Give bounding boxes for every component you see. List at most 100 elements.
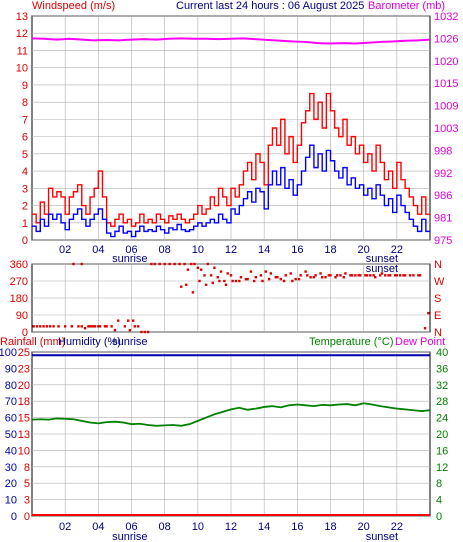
direction-point: [276, 276, 279, 279]
direction-point: [185, 283, 188, 286]
direction-point: [291, 279, 294, 283]
sunset-label: sunset: [366, 263, 398, 275]
direction-point: [261, 279, 264, 283]
direction-point: [80, 325, 83, 328]
temperature-tick-label: 12: [436, 462, 448, 474]
direction-point: [403, 274, 407, 277]
barometer-tick-label: 1026: [434, 33, 458, 45]
direction-point: [52, 325, 55, 328]
direction-point: [70, 325, 73, 328]
direction-point: [146, 330, 150, 334]
rainfall-tick-label: 5: [24, 478, 30, 490]
barometer-axis: 975 981 986 992 998 1003 1009 1015 1020 1026 1032: [434, 11, 458, 247]
direction-point: [163, 262, 166, 266]
direction-tick-label: 180: [10, 293, 28, 305]
direction-point: [211, 281, 214, 285]
sunset-label: sunset: [366, 253, 398, 265]
x-tick-label: 10: [192, 521, 204, 533]
direction-point: [327, 274, 331, 277]
barometer-tick-label: 1020: [434, 56, 458, 68]
direction-point: [342, 276, 345, 279]
direction-point: [324, 276, 327, 279]
temperature-tick-label: 0: [436, 511, 442, 523]
x-tick-label: 16: [291, 521, 303, 533]
direction-point: [264, 270, 268, 273]
barometer-tick-label: 1032: [434, 11, 458, 23]
direction-point: [173, 262, 176, 266]
direction-point: [249, 270, 253, 273]
temperature-line: [31, 402, 431, 427]
direction-point: [213, 266, 216, 269]
x-tick-label: 08: [159, 244, 171, 256]
x-tick-label: 20: [358, 521, 370, 533]
direction-point: [203, 274, 206, 277]
barometer-title: Barometer (mb): [368, 0, 445, 12]
direction-point: [198, 279, 201, 283]
humidity-tick-label: 0: [11, 511, 17, 523]
x-tick-label: 12: [225, 244, 237, 256]
direction-point: [63, 325, 67, 328]
windspeed-tick-label: 6: [22, 132, 28, 144]
dewpoint-title: Dew Point: [395, 336, 445, 348]
direction-point: [234, 279, 238, 283]
direction-point: [126, 319, 130, 322]
direction-point: [196, 266, 200, 269]
x-tick-label: 02: [59, 521, 71, 533]
direction-point: [408, 274, 412, 277]
windspeed-tick-label: 4: [22, 166, 28, 178]
direction-point: [105, 325, 108, 328]
average-wind-line: [32, 144, 430, 238]
direction-point: [42, 325, 45, 328]
direction-point: [110, 325, 113, 328]
direction-point: [254, 276, 258, 279]
direction-point: [364, 274, 367, 277]
humidity-tick-label: 40: [5, 445, 17, 457]
temperature-tick-label: 36: [436, 363, 448, 375]
direction-point: [224, 283, 228, 286]
windspeed-tick-label: 3: [22, 183, 28, 195]
direction-point: [244, 277, 248, 281]
x-tick-label: 18: [324, 521, 336, 533]
sunrise-label: sunrise: [112, 336, 147, 348]
direction-point: [359, 274, 362, 277]
rainfall-tick-label: 8: [24, 462, 30, 474]
direction-point: [335, 274, 339, 277]
windspeed-tick-label: 5: [22, 149, 28, 161]
barometer-tick-label: 981: [434, 213, 452, 225]
direction-point: [153, 262, 156, 266]
direction-point: [77, 325, 80, 328]
direction-point: [117, 319, 120, 322]
windspeed-tick-label: 11: [17, 45, 28, 57]
direction-point: [374, 276, 377, 279]
direction-point: [398, 274, 402, 277]
direction-point: [178, 262, 181, 266]
barometer-tick-label: 975: [434, 235, 452, 247]
compass-tick-label: N: [434, 259, 442, 271]
x-tick-label: 04: [92, 244, 104, 256]
direction-point: [294, 277, 297, 281]
windspeed-tick-label: 2: [22, 201, 28, 213]
rainfall-tick-label: 15: [18, 413, 30, 425]
humidity-tick-label: 30: [5, 462, 17, 474]
direction-point: [365, 274, 369, 277]
temperature-tick-label: 28: [436, 396, 448, 408]
x-tick-label: 22: [391, 521, 403, 533]
sunset-label: sunset: [366, 531, 398, 542]
direction-points: [32, 262, 430, 334]
direction-point: [402, 274, 405, 277]
humidity-tick-label: 90: [5, 363, 17, 375]
rainfall-tick-label: 3: [24, 495, 30, 507]
direction-point: [57, 325, 60, 328]
direction-point: [216, 276, 219, 279]
x-tick-label: 04: [92, 521, 104, 533]
direction-point: [204, 283, 208, 286]
direction-point: [384, 274, 387, 277]
direction-point: [349, 274, 352, 277]
direction-point: [314, 274, 317, 277]
direction-point: [299, 274, 302, 277]
x-tick-label: 14: [258, 521, 270, 533]
direction-point: [131, 319, 135, 322]
